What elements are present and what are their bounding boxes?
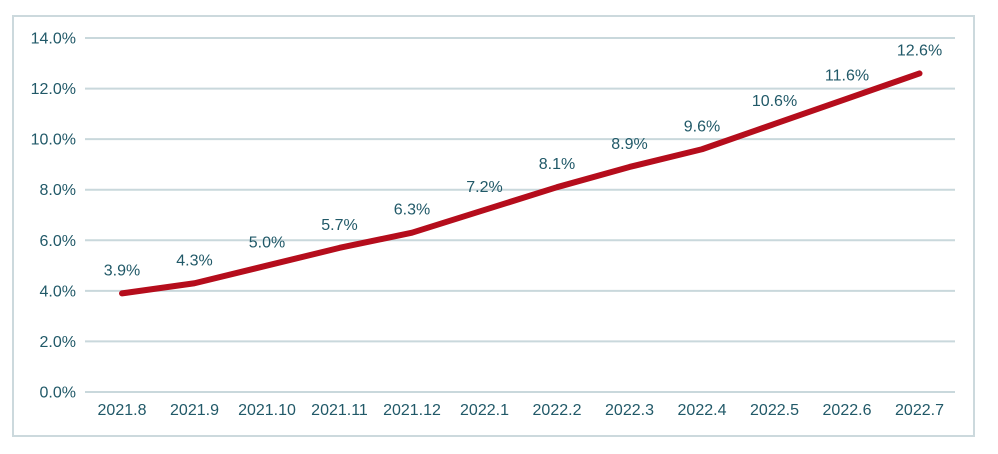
x-axis-tick-label: 2021.9 <box>170 402 219 419</box>
x-axis-tick-label: 2022.3 <box>605 402 654 419</box>
x-axis-tick-label: 2021.12 <box>383 402 441 419</box>
y-axis-tick-label: 2.0% <box>40 334 76 351</box>
y-axis-tick-label: 0.0% <box>40 385 76 402</box>
x-axis-tick-label: 2021.11 <box>311 402 368 419</box>
series-line <box>119 70 923 297</box>
x-axis-tick-label: 2021.8 <box>98 402 147 419</box>
y-axis-tick-label: 4.0% <box>40 283 76 300</box>
x-axis-tick-label: 2022.1 <box>460 402 509 419</box>
data-label: 9.6% <box>684 118 720 135</box>
data-label: 5.0% <box>249 235 285 252</box>
data-label: 4.3% <box>176 252 212 269</box>
data-label: 6.3% <box>394 202 430 219</box>
data-label: 3.9% <box>104 262 140 279</box>
x-axis-tick-label: 2022.2 <box>533 402 582 419</box>
y-axis-tick-label: 10.0% <box>31 132 76 149</box>
x-axis-tick-label: 2022.5 <box>750 402 799 419</box>
data-label: 7.2% <box>466 179 502 196</box>
x-axis-tick-label: 2022.7 <box>895 402 944 419</box>
y-axis-tick-label: 8.0% <box>40 182 76 199</box>
x-axis-tick-label: 2021.10 <box>238 402 296 419</box>
chart-border-frame <box>12 15 975 437</box>
data-label: 8.1% <box>539 156 575 173</box>
data-label: 5.7% <box>321 217 357 234</box>
data-label: 12.6% <box>897 42 942 59</box>
y-axis-tick-label: 6.0% <box>40 233 76 250</box>
y-axis-tick-label: 12.0% <box>31 81 76 98</box>
x-axis-tick-label: 2022.4 <box>678 402 727 419</box>
y-axis-tick-label: 14.0% <box>31 31 76 48</box>
data-label: 11.6% <box>825 68 869 85</box>
x-axis-tick-label: 2022.6 <box>823 402 872 419</box>
data-label: 8.9% <box>611 136 647 153</box>
data-label: 10.6% <box>752 93 797 110</box>
